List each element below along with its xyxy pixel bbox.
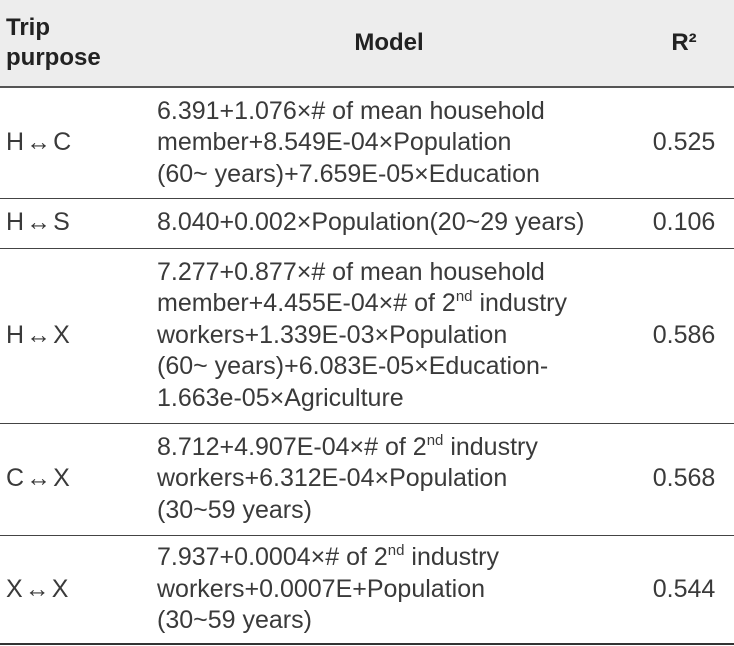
model-line: workers+1.339E-03×Population (157, 320, 508, 349)
table-row: X↔X 7.937+0.0004×# of 2nd industry worke… (0, 535, 734, 644)
model-line-tail: industry (472, 289, 567, 318)
model-cell: 7.937+0.0004×# of 2nd industry workers+0… (144, 535, 634, 644)
model-cell: 7.277+0.877×# of mean household member+4… (144, 248, 634, 423)
model-cell: 6.391+1.076×# of mean household member+8… (144, 87, 634, 198)
trip-purpose-cell: H↔S (0, 198, 144, 248)
header-trip-purpose-line1: Trip (6, 14, 51, 41)
header-trip-purpose-line2: purpose (6, 44, 101, 71)
model-line: (30~59 years) (157, 495, 312, 524)
bidirectional-arrow-icon: ↔ (26, 128, 52, 156)
trip-purpose-cell: H↔X (0, 248, 144, 423)
trip-purpose-cell: X↔X (0, 535, 144, 644)
model-line: 8.040+0.002×Population(20~29 years) (157, 208, 585, 237)
bidirectional-arrow-icon: ↔ (26, 464, 52, 493)
purpose-to: S (53, 208, 70, 237)
table-row: C↔X 8.712+4.907E-04×# of 2nd industry wo… (0, 423, 734, 535)
header-row: Trip purpose Model R² (0, 0, 734, 87)
r-squared-cell: 0.525 (652, 128, 716, 156)
trip-purpose-cell: C↔X (0, 423, 144, 535)
table-row: H↔X 7.277+0.877×# of mean household memb… (0, 248, 734, 423)
purpose-from: X (6, 574, 23, 603)
purpose-to: C (53, 128, 72, 156)
model-line: 6.391+1.076×# of mean household (157, 96, 545, 125)
purpose-from: H (6, 320, 25, 349)
model-line: 8.712+4.907E-04×# of 2 (157, 432, 427, 461)
header-r-squared: R² (671, 29, 697, 56)
model-line: 7.937+0.0004×# of 2 (157, 543, 388, 571)
bidirectional-arrow-icon: ↔ (24, 574, 50, 603)
bidirectional-arrow-icon: ↔ (26, 208, 52, 237)
r-squared-cell: 0.106 (652, 208, 716, 237)
model-line-tail: industry (443, 432, 538, 461)
table-row: H↔S 8.040+0.002×Population(20~29 years) … (0, 198, 734, 248)
table-row: H↔C 6.391+1.076×# of mean household memb… (0, 87, 734, 198)
r-squared-cell: 0.568 (652, 464, 716, 493)
ordinal-superscript: nd (426, 431, 444, 449)
trip-purpose-cell: H↔C (0, 87, 144, 198)
bidirectional-arrow-icon: ↔ (26, 320, 52, 349)
ordinal-superscript: nd (387, 542, 405, 559)
model-line: workers+0.0007E+Population (157, 574, 486, 603)
header-model: Model (354, 29, 424, 56)
purpose-from: H (6, 208, 25, 237)
purpose-to: X (51, 574, 69, 603)
purpose-from: H (6, 128, 25, 156)
model-line: member+8.549E-04×Population (157, 128, 512, 156)
model-line: (60~ years)+7.659E-05×Education (157, 159, 540, 188)
purpose-from: C (6, 464, 25, 493)
r-squared-cell: 0.544 (652, 574, 716, 603)
model-line: workers+6.312E-04×Population (157, 464, 508, 493)
purpose-to: X (53, 320, 70, 349)
model-line-tail: industry (404, 543, 499, 571)
model-line: (30~59 years) (157, 606, 312, 634)
model-line: 1.663e-05×Agriculture (157, 383, 404, 412)
model-line: member+4.455E-04×# of 2 (157, 289, 456, 318)
model-cell: 8.040+0.002×Population(20~29 years) (144, 198, 634, 248)
model-line: (60~ years)+6.083E-05×Education- (157, 352, 549, 381)
header-trip-purpose: Trip purpose (0, 0, 144, 87)
purpose-to: X (53, 464, 70, 493)
ordinal-superscript: nd (455, 288, 473, 306)
model-cell: 8.712+4.907E-04×# of 2nd industry worker… (144, 423, 634, 535)
r-squared-cell: 0.586 (652, 320, 716, 349)
model-line: 7.277+0.877×# of mean household (157, 257, 545, 286)
